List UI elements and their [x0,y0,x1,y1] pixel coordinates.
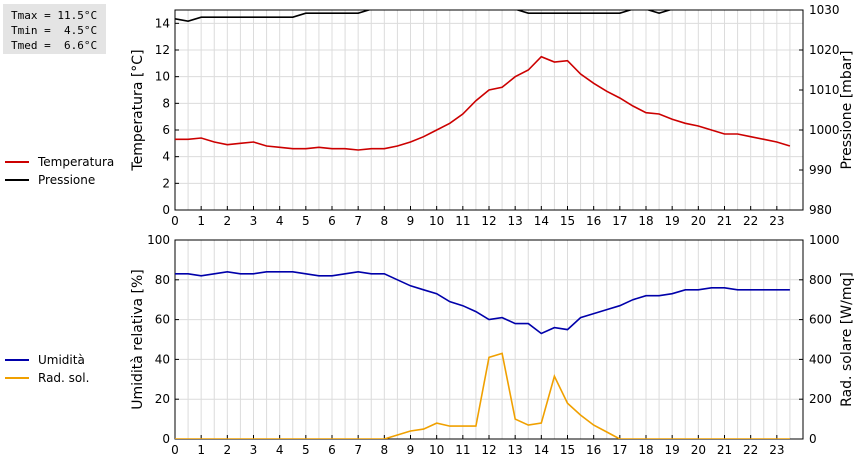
panel1-x-tick-label: 6 [328,214,336,228]
panel2-x-tick-label: 2 [224,443,232,457]
panel1-x-tick-label: 23 [769,214,784,228]
panel2-x-tick-label: 6 [328,443,336,457]
panel2-y2-axis-label: Rad. solare [W/mq] [839,272,855,407]
panel1-x-tick-label: 11 [455,214,470,228]
panel1-x-tick-label: 5 [302,214,310,228]
panel2-x-tick-label: 4 [276,443,284,457]
panel2-x-tick-label: 10 [429,443,444,457]
panel1-y-tick-label: 6 [162,123,170,137]
panel1-chart: 0 1 2 3 4 5 6 7 8 9 10 11 12 13 14 15 16 17 18 19 20 21 22 2302… [5,3,855,228]
panel1-series-temperatura-line [175,55,791,151]
panel1-x-tick-label: 18 [638,214,653,228]
panel1-x-tick-label: 2 [224,214,232,228]
panel2-y-tick-label: 60 [155,313,170,327]
tmed-text: Tmed = 6.6°C [11,39,98,52]
panel1-x-tick-label: 1 [197,214,205,228]
panel1-y2-axis-label: Pressione [mbar] [839,50,855,169]
panel2-x-tick-label: 5 [302,443,310,457]
panel2-x-tick-label: 8 [381,443,389,457]
panel2-y-axis-label: Umidità relativa [%] [130,269,146,410]
panel1-legend-label: Pressione [38,173,95,187]
panel2-y2-tick-label: 600 [809,313,832,327]
panel2-x-tick-label: 16 [586,443,601,457]
panel1-y-tick-label: 4 [162,150,170,164]
panel2-x-tick-label: 7 [354,443,362,457]
tmax-text: Tmax = 11.5°C [11,9,98,22]
panel2-x-tick-label: 9 [407,443,415,457]
panel1-x-tick-label: 3 [250,214,258,228]
panel1-x-tick-label: 9 [407,214,415,228]
panel1-y-tick-label: 0 [162,203,170,217]
panel1-x-tick-label: 16 [586,214,601,228]
panel1-x-tick-label: 0 [171,214,179,228]
panel1-x-tick-label: 8 [381,214,389,228]
panel2-x-tick-label: 15 [560,443,575,457]
panel1-x-tick-label: 21 [717,214,732,228]
panel2-x-tick-label: 13 [508,443,523,457]
panel2-series-umidit-line [175,270,790,335]
panel2-y-tick-label: 20 [155,392,170,406]
panel2-x-tick-label: 3 [250,443,258,457]
panel1-y-tick-label: 12 [155,43,170,57]
panel2-series-rad-sol-line [175,352,790,439]
panel2-x-tick-label: 18 [638,443,653,457]
panel1-y2-tick-label: 990 [809,163,832,177]
panel1-x-tick-label: 13 [508,214,523,228]
panel1-y-tick-label: 10 [155,70,170,84]
panel2-legend-label: Rad. sol. [38,371,89,385]
panel1-y-tick-label: 14 [155,16,170,30]
panel2-x-tick-label: 14 [534,443,549,457]
panel1-x-tick-label: 14 [534,214,549,228]
panel1-x-tick-label: 7 [354,214,362,228]
panel2-y2-tick-label: 400 [809,352,832,366]
panel2-y-tick-label: 100 [147,233,170,247]
stats-box: Tmax = 11.5°C Tmin = 4.5°C Tmed = 6.6°C [3,4,106,54]
panel2-x-tick-label: 19 [665,443,680,457]
panel2-x-tick-label: 1 [197,443,205,457]
panel1-legend-label: Temperatura [37,155,114,169]
panel1-series-pressione-line [175,10,673,23]
panel2-y-tick-label: 40 [155,352,170,366]
panel2-y2-tick-label: 800 [809,273,832,287]
panel2-x-tick-label: 11 [455,443,470,457]
panel1-x-tick-label: 17 [612,214,627,228]
panel2-x-tick-label: 17 [612,443,627,457]
panel1-y2-tick-label: 1020 [809,43,840,57]
panel2-y-tick-label: 80 [155,273,170,287]
panel1-y2-tick-label: 1010 [809,83,840,97]
panel2-y2-tick-label: 200 [809,392,832,406]
panel1-x-tick-label: 15 [560,214,575,228]
panel2-x-tick-label: 20 [691,443,706,457]
panel1-x-tick-label: 22 [743,214,758,228]
panel1-x-tick-label: 12 [481,214,496,228]
panel1-y-tick-label: 2 [162,176,170,190]
panel2-chart: 0 1 2 3 4 5 6 7 8 9 10 11 12 13 14 15 16 17 18 19 20 21 22 2302… [5,233,855,457]
panel1-y2-tick-label: 980 [809,203,832,217]
panel1-y-tick-label: 8 [162,96,170,110]
panel1-y2-tick-label: 1030 [809,3,840,17]
panel2-y2-tick-label: 1000 [809,233,840,247]
tmin-text: Tmin = 4.5°C [11,24,98,37]
panel2-legend-label: Umidità [38,353,85,367]
panel1-y2-tick-label: 1000 [809,123,840,137]
panel1-x-tick-label: 10 [429,214,444,228]
panel2-y-tick-label: 0 [162,432,170,446]
panel1-x-tick-label: 4 [276,214,284,228]
panel2-x-tick-label: 12 [481,443,496,457]
panel1-y-axis-label: Temperatura [°C] [130,49,146,171]
panel2-x-tick-label: 22 [743,443,758,457]
panel1-x-tick-label: 19 [665,214,680,228]
panel2-x-tick-label: 21 [717,443,732,457]
panel1-x-tick-label: 20 [691,214,706,228]
panel2-x-tick-label: 23 [769,443,784,457]
panel2-x-tick-label: 0 [171,443,179,457]
panel2-y2-tick-label: 0 [809,432,817,446]
